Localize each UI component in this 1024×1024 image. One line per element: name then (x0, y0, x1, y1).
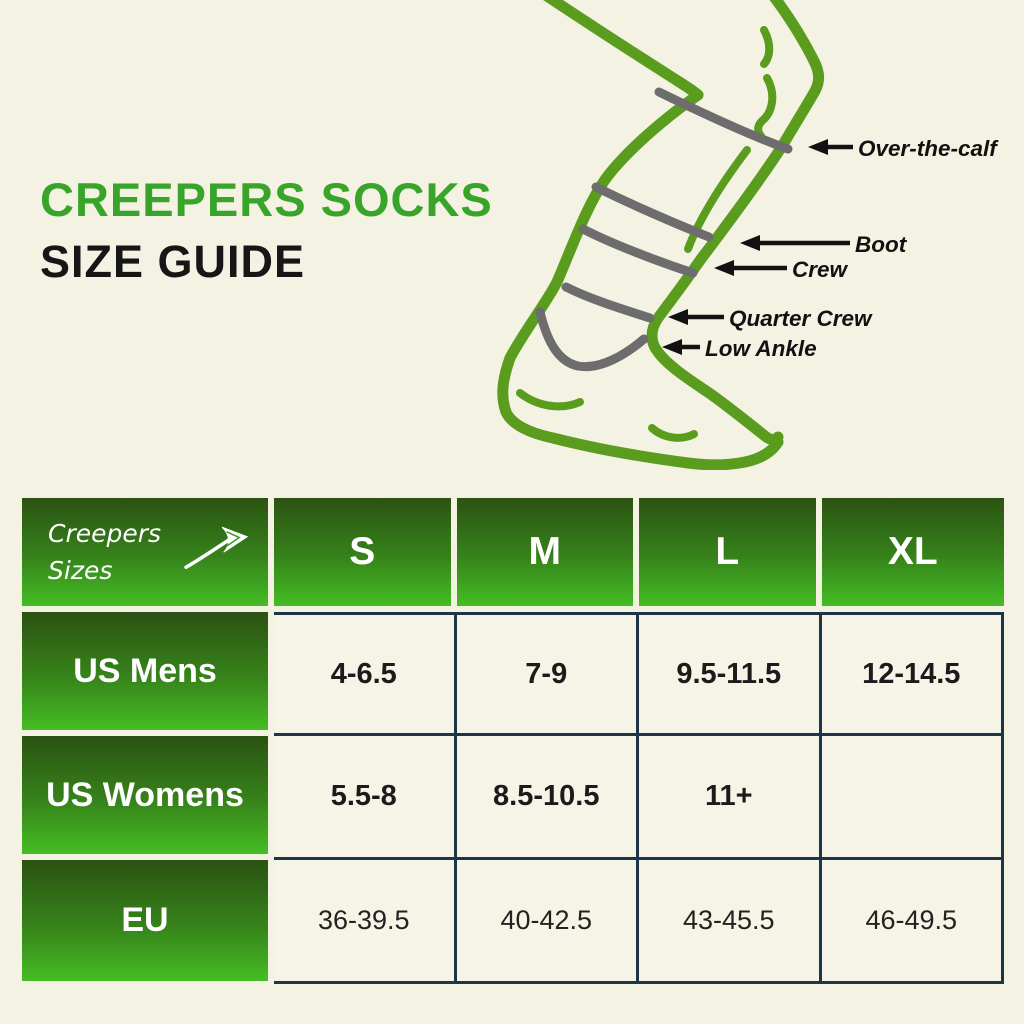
quarter-crew-line (561, 282, 655, 323)
column-header-m: M (456, 498, 633, 606)
label-over-the-calf: Over-the-calf (858, 136, 999, 161)
cell-us-mens-l: 9.5-11.5 (639, 612, 822, 736)
cell-eu-l: 43-45.5 (639, 860, 822, 984)
low-ankle-line (535, 307, 649, 372)
cell-us-mens-m: 7-9 (456, 612, 639, 736)
corner-label-line1: Creepers (48, 518, 162, 548)
row-header-us-womens: US Womens (22, 736, 268, 854)
cell-us-mens-s: 4-6.5 (274, 612, 457, 736)
title-block: CREEPERS SOCKS SIZE GUIDE (40, 176, 493, 284)
cell-us-womens-l: 11+ (639, 736, 822, 860)
label-arrows (662, 139, 853, 355)
sock-height-diagram: Over-the-calf Boot Crew Quarter Crew Low… (497, 0, 999, 470)
label-crew: Crew (792, 257, 849, 282)
page-title: SIZE GUIDE (40, 236, 306, 287)
cell-us-womens-s: 5.5-8 (274, 736, 457, 860)
table-corner-cell: Creepers Sizes (22, 498, 268, 606)
corner-label: Creepers Sizes (48, 515, 161, 590)
over-the-calf-line (654, 87, 793, 154)
size-table: Creepers Sizes S M L XL US Mens 4-6.5 7-… (22, 498, 1004, 984)
cell-eu-xl: 46-49.5 (821, 860, 1004, 984)
crew-line (578, 224, 698, 278)
cell-us-mens-xl: 12-14.5 (821, 612, 1004, 736)
column-header-l: L (639, 498, 816, 606)
label-quarter-crew: Quarter Crew (729, 306, 873, 331)
sock-height-lines (535, 87, 793, 372)
label-boot: Boot (855, 232, 908, 257)
column-header-xl: XL (821, 498, 1004, 606)
corner-label-line2: Sizes (48, 556, 113, 585)
row-header-eu: EU (22, 860, 268, 981)
label-low-ankle: Low Ankle (705, 336, 817, 361)
cell-us-womens-m: 8.5-10.5 (456, 736, 639, 860)
leg-detail-lines (516, 26, 777, 442)
brand-title: CREEPERS SOCKS (40, 173, 493, 226)
row-header-us-mens: US Mens (22, 612, 268, 730)
leg-outline (497, 0, 825, 470)
boot-line (591, 182, 714, 242)
cell-eu-m: 40-42.5 (456, 860, 639, 984)
hand-drawn-arrow-icon (184, 526, 249, 569)
cell-eu-s: 36-39.5 (274, 860, 457, 984)
cell-us-womens-xl (821, 736, 1004, 860)
column-header-s: S (274, 498, 451, 606)
